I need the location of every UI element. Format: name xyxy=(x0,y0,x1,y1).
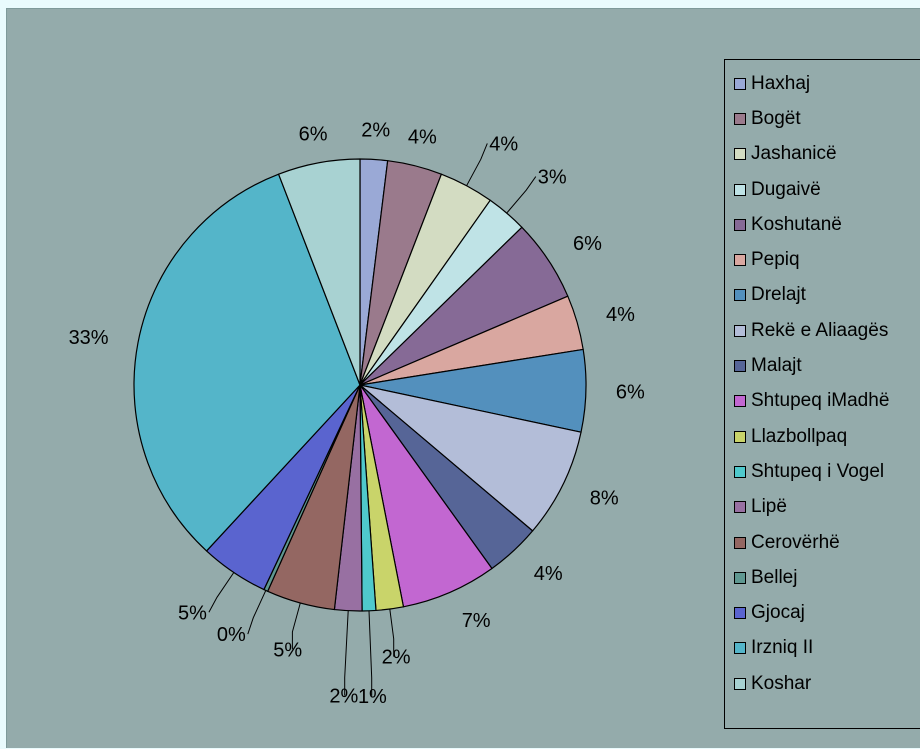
legend-swatch xyxy=(734,571,746,584)
legend-item-jashanice: Jashanicë xyxy=(725,137,920,172)
legend-swatch xyxy=(734,430,746,443)
data-label-malajt: 4% xyxy=(534,563,563,585)
legend-swatch xyxy=(734,183,746,196)
data-label-pepiq: 4% xyxy=(606,304,635,326)
legend-swatch xyxy=(734,77,746,90)
legend-label: Cerovërhë xyxy=(751,531,840,553)
legend-item-irzniq-ii: Irzniq II xyxy=(725,631,920,666)
legend-label: Koshar xyxy=(751,672,812,694)
data-label-boget: 4% xyxy=(408,127,437,149)
legend-item-shtupeq-i-vogel: Shtupeq i Vogel xyxy=(725,454,920,489)
leader-line-ceroverhe xyxy=(291,602,301,650)
pie-slice-irzniq-ii xyxy=(133,173,361,552)
data-label-drelajt: 6% xyxy=(616,382,645,404)
legend-item-drelajt: Drelajt xyxy=(725,278,920,313)
legend-label: Shtupeq iMadhë xyxy=(751,390,890,412)
legend-swatch xyxy=(734,360,746,373)
data-label-koshar: 6% xyxy=(299,123,328,145)
legend-label: Bellej xyxy=(751,566,798,588)
leader-line-bellej xyxy=(247,590,267,635)
legend-label: Llazbollpaq xyxy=(751,425,848,447)
data-label-jashanice: 4% xyxy=(489,133,518,155)
legend-item-reke-e-aliaages: Rekë e Aliaagës xyxy=(725,313,920,348)
chart-area: 2% 4% 4% 3% 6% 4% 6% 8% 4% 7% 2% 1% 2% 5% 0% 5% 33% 6% Ha… xyxy=(6,8,920,748)
legend-item-koshutane: Koshutanë xyxy=(725,207,920,242)
data-label-bellej: 0% xyxy=(217,624,246,646)
leader-line-shtupeq-i-vogel xyxy=(368,610,373,696)
leader-line-jashanice xyxy=(466,143,488,186)
legend-label: Pepiq xyxy=(751,249,800,271)
legend-swatch xyxy=(734,324,746,337)
leader-line-llazbollpaq xyxy=(389,608,395,657)
legend-swatch xyxy=(734,254,746,267)
legend-label: Dugaivë xyxy=(751,178,821,200)
leader-line-lipe xyxy=(344,610,349,696)
legend-swatch xyxy=(734,677,746,690)
legend: Haxhaj Bogët Jashanicë Dugaivë Koshutanë Pepi… xyxy=(724,59,920,729)
legend-swatch xyxy=(734,395,746,408)
legend-label: Shtupeq i Vogel xyxy=(751,460,885,482)
legend-label: Haxhaj xyxy=(751,72,811,94)
legend-item-dugaive: Dugaivë xyxy=(725,172,920,207)
pie-chart: 2% 4% 4%3%6%4%6%8%4%7%2%1%2%5%0%5%33%6% xyxy=(69,120,645,708)
legend-swatch xyxy=(734,501,746,514)
data-label-llazbollpaq: 2% xyxy=(382,647,411,669)
legend-item-koshar: Koshar xyxy=(725,666,920,701)
legend-swatch xyxy=(734,218,746,231)
legend-label: Rekë e Aliaagës xyxy=(751,319,889,341)
legend-item-boget: Bogët xyxy=(725,101,920,136)
leader-line-gjocaj xyxy=(208,572,235,613)
legend-swatch xyxy=(734,148,746,161)
data-label-gjocaj: 5% xyxy=(178,602,207,624)
pie-slice-koshar xyxy=(277,158,361,386)
legend-label: Bogët xyxy=(751,107,801,129)
data-label-irzniq-ii: 33% xyxy=(69,327,109,349)
data-label-shtupeq-imadhe: 7% xyxy=(462,610,491,632)
data-label-lipe: 2% xyxy=(329,686,358,708)
legend-swatch xyxy=(734,465,746,478)
legend-swatch xyxy=(734,112,746,125)
data-label-dugaive: 3% xyxy=(538,167,567,189)
pie-slice-reke-e-aliaages xyxy=(359,384,582,532)
legend-label: Lipë xyxy=(751,496,787,518)
legend-item-lipe: Lipë xyxy=(725,490,920,525)
legend-label: Jashanicë xyxy=(751,143,837,165)
legend-label: Koshutanë xyxy=(751,213,842,235)
legend-swatch xyxy=(734,289,746,302)
legend-item-bellej: Bellej xyxy=(725,560,920,595)
legend-label: Irzniq II xyxy=(751,637,814,659)
legend-swatch xyxy=(734,607,746,620)
data-label-ceroverhe: 5% xyxy=(273,639,302,661)
data-label-reke-e-aliaages: 8% xyxy=(590,488,619,510)
legend-item-malajt: Malajt xyxy=(725,348,920,383)
legend-item-shtupeq-imadhe: Shtupeq iMadhë xyxy=(725,384,920,419)
legend-label: Drelajt xyxy=(751,284,806,306)
legend-label: Malajt xyxy=(751,355,802,377)
data-label-koshutane: 6% xyxy=(573,233,602,255)
legend-swatch xyxy=(734,536,746,549)
legend-label: Gjocaj xyxy=(751,602,805,624)
data-label-haxhaj: 2% xyxy=(361,120,390,142)
legend-item-ceroverhe: Cerovërhë xyxy=(725,525,920,560)
legend-swatch xyxy=(734,642,746,655)
legend-item-pepiq: Pepiq xyxy=(725,242,920,277)
legend-item-gjocaj: Gjocaj xyxy=(725,595,920,630)
leader-line-dugaive xyxy=(506,176,537,214)
data-label-shtupeq-i-vogel: 1% xyxy=(358,686,387,708)
legend-item-haxhaj: Haxhaj xyxy=(725,66,920,101)
legend-item-llazbollpaq: Llazbollpaq xyxy=(725,419,920,454)
